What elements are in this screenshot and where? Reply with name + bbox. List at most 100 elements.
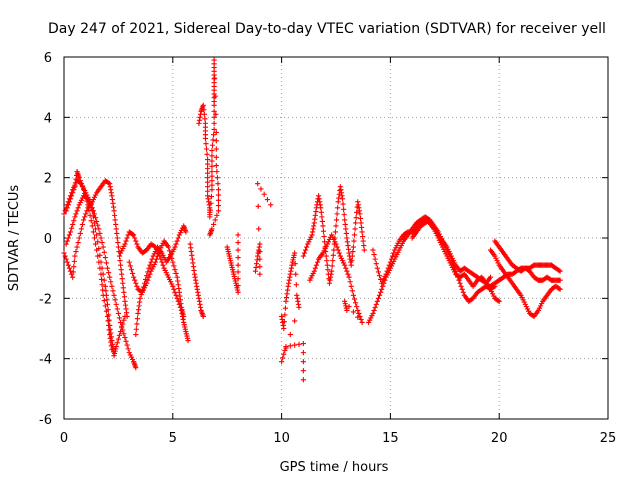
data-point bbox=[103, 288, 109, 294]
data-point bbox=[296, 304, 302, 310]
y-tick-label: 0 bbox=[44, 232, 52, 247]
data-point bbox=[215, 202, 222, 209]
data-point bbox=[344, 307, 350, 313]
data-point bbox=[65, 202, 71, 208]
data-point bbox=[109, 283, 115, 289]
data-point bbox=[201, 107, 207, 113]
data-point bbox=[119, 325, 125, 331]
data-point bbox=[211, 114, 217, 120]
data-point bbox=[344, 268, 350, 274]
data-point bbox=[214, 175, 221, 181]
data-point bbox=[350, 244, 357, 250]
data-point bbox=[348, 262, 354, 268]
data-point bbox=[557, 268, 563, 274]
data-point bbox=[292, 318, 298, 324]
data-point bbox=[70, 190, 76, 196]
data-point bbox=[128, 267, 135, 273]
data-point bbox=[209, 173, 215, 179]
data-point bbox=[358, 220, 364, 226]
data-point bbox=[333, 241, 339, 247]
data-point bbox=[76, 175, 82, 181]
data-point bbox=[120, 280, 126, 286]
data-point bbox=[209, 147, 215, 154]
data-point bbox=[115, 310, 121, 317]
series-track_n bbox=[307, 232, 365, 326]
data-point bbox=[211, 126, 217, 132]
data-point bbox=[314, 259, 321, 265]
data-point bbox=[69, 225, 75, 231]
data-point bbox=[119, 271, 125, 277]
data-point bbox=[342, 217, 348, 223]
data-point bbox=[106, 180, 112, 186]
data-point bbox=[379, 286, 385, 292]
data-point bbox=[62, 253, 68, 259]
data-point bbox=[211, 57, 217, 63]
data-point bbox=[205, 166, 211, 172]
data-point bbox=[557, 286, 563, 292]
data-point bbox=[360, 233, 366, 240]
data-point bbox=[341, 212, 347, 218]
data-point bbox=[334, 211, 340, 217]
data-point bbox=[213, 129, 219, 136]
data-point bbox=[354, 304, 360, 310]
series-track_t bbox=[483, 262, 563, 289]
series-track_d bbox=[63, 169, 115, 353]
data-point bbox=[375, 295, 382, 301]
data-point bbox=[134, 241, 140, 247]
data-point bbox=[149, 256, 155, 262]
data-point bbox=[97, 230, 103, 237]
data-point bbox=[75, 239, 81, 246]
data-point bbox=[72, 214, 78, 220]
data-point bbox=[330, 258, 336, 264]
data-point bbox=[300, 340, 306, 347]
data-point bbox=[209, 169, 215, 175]
data-point bbox=[257, 271, 263, 277]
data-point bbox=[96, 259, 102, 265]
data-point bbox=[358, 224, 365, 231]
data-point bbox=[212, 217, 218, 223]
data-point bbox=[205, 170, 211, 176]
data-point bbox=[346, 304, 352, 310]
x-tick-label: 15 bbox=[382, 431, 399, 446]
data-point bbox=[78, 181, 85, 187]
data-point bbox=[556, 285, 562, 292]
data-point bbox=[357, 215, 364, 221]
data-point bbox=[159, 259, 165, 265]
data-point bbox=[203, 146, 210, 152]
data-point bbox=[300, 359, 306, 365]
data-point bbox=[174, 295, 180, 301]
data-point bbox=[361, 247, 367, 253]
data-point bbox=[292, 342, 298, 348]
data-point bbox=[287, 343, 293, 349]
data-point bbox=[146, 265, 152, 271]
x-tick-label: 10 bbox=[273, 431, 290, 446]
data-point bbox=[147, 271, 153, 277]
data-point bbox=[104, 265, 111, 271]
data-point bbox=[346, 274, 352, 280]
data-point bbox=[261, 191, 267, 197]
data-point bbox=[170, 283, 176, 289]
data-point bbox=[71, 218, 77, 224]
data-point bbox=[103, 308, 110, 314]
data-point bbox=[280, 355, 286, 361]
data-point bbox=[78, 226, 85, 232]
data-point bbox=[100, 244, 106, 250]
data-point bbox=[205, 175, 211, 181]
data-point bbox=[209, 163, 215, 169]
data-point bbox=[129, 231, 136, 237]
data-point bbox=[94, 232, 100, 238]
data-point bbox=[213, 138, 219, 144]
data-point bbox=[185, 337, 191, 344]
data-point bbox=[104, 313, 111, 320]
data-point bbox=[169, 255, 175, 261]
data-point bbox=[495, 297, 501, 304]
data-point bbox=[88, 218, 94, 224]
data-point bbox=[69, 193, 75, 199]
data-point bbox=[61, 211, 67, 217]
x-axis-title: GPS time / hours bbox=[280, 460, 389, 475]
data-point bbox=[116, 253, 123, 259]
series-track_e bbox=[133, 223, 189, 338]
data-point bbox=[387, 259, 393, 265]
data-point bbox=[172, 244, 178, 250]
data-point bbox=[351, 238, 357, 244]
